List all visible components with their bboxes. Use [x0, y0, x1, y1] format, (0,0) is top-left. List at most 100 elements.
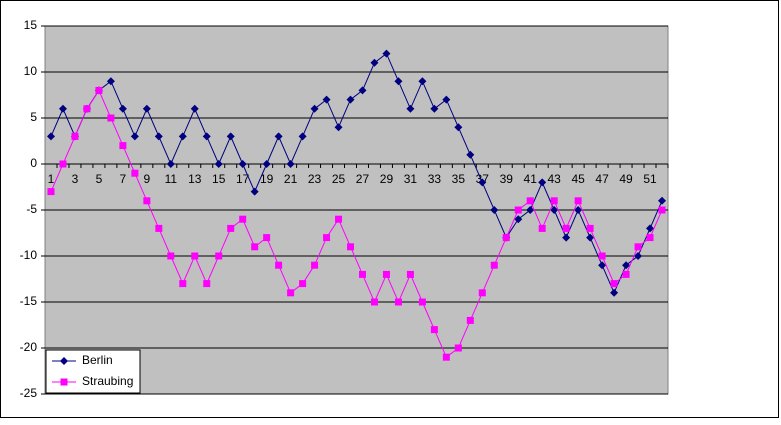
marker: [71, 132, 79, 140]
marker: [526, 206, 535, 214]
marker: [47, 188, 55, 196]
marker: [406, 270, 414, 278]
x-tick-label: 29: [380, 172, 394, 186]
marker: [514, 206, 522, 214]
marker: [418, 77, 427, 86]
legend: [45, 349, 141, 394]
marker: [155, 224, 163, 232]
marker: [154, 132, 163, 141]
marker: [310, 104, 319, 113]
marker: [658, 196, 666, 205]
marker: [562, 233, 571, 242]
y-tick-label: 5: [30, 110, 37, 124]
marker: [227, 224, 235, 232]
x-tick-label: 9: [143, 172, 150, 186]
marker: [119, 142, 127, 150]
x-tick-label: 39: [500, 172, 514, 186]
x-tick-label: 11: [165, 172, 178, 186]
marker: [251, 243, 259, 251]
marker: [370, 298, 378, 306]
marker: [550, 197, 558, 205]
marker: [263, 234, 271, 242]
marker: [107, 114, 115, 122]
marker: [143, 197, 151, 205]
marker: [298, 132, 307, 141]
marker: [454, 123, 463, 132]
marker: [250, 187, 259, 196]
marker: [358, 86, 367, 95]
marker: [59, 160, 67, 168]
marker: [466, 150, 475, 159]
x-tick-label: 47: [595, 172, 609, 186]
marker: [490, 261, 498, 269]
marker: [311, 261, 319, 269]
marker: [598, 261, 607, 270]
marker: [406, 104, 415, 113]
marker: [202, 132, 211, 141]
marker: [275, 261, 283, 269]
marker: [58, 104, 67, 113]
marker: [95, 86, 103, 94]
marker: [274, 132, 283, 141]
marker: [634, 243, 642, 251]
marker: [538, 224, 546, 232]
marker: [322, 95, 331, 104]
marker: [191, 252, 199, 260]
legend-label: Straubing: [82, 374, 133, 388]
y-tick-label: -25: [20, 386, 38, 400]
marker: [562, 224, 570, 232]
x-tick-label: 45: [571, 172, 585, 186]
x-tick-label: 23: [308, 172, 322, 186]
x-tick-label: 19: [260, 172, 274, 186]
y-tick-label: -20: [20, 340, 38, 354]
marker: [526, 197, 534, 205]
marker: [334, 123, 343, 132]
marker: [610, 280, 618, 288]
marker: [394, 298, 402, 306]
marker: [286, 160, 295, 168]
marker: [658, 206, 666, 214]
marker: [347, 243, 355, 251]
marker: [442, 353, 450, 361]
marker: [238, 160, 247, 168]
marker: [586, 224, 594, 232]
marker: [478, 178, 487, 187]
marker: [478, 289, 486, 297]
x-tick-label: 35: [452, 172, 466, 186]
marker: [394, 77, 403, 86]
x-tick-label: 13: [188, 172, 202, 186]
x-tick-label: 51: [643, 172, 657, 186]
series-line: [50, 89, 663, 358]
marker: [335, 215, 343, 223]
marker: [299, 280, 307, 288]
x-tick-label: 5: [96, 172, 103, 186]
marker: [382, 49, 391, 58]
y-tick-label: -5: [26, 202, 37, 216]
x-tick-label: 3: [72, 172, 79, 186]
marker: [358, 270, 366, 278]
marker: [598, 252, 606, 260]
marker: [346, 95, 355, 104]
marker: [502, 234, 510, 242]
marker: [646, 224, 655, 233]
marker: [118, 104, 127, 113]
x-tick-label: 43: [547, 172, 561, 186]
marker: [634, 252, 643, 260]
marker: [203, 280, 211, 288]
marker: [466, 316, 474, 324]
marker: [382, 270, 390, 278]
legend-label: Berlin: [82, 353, 113, 367]
marker: [214, 160, 223, 168]
marker: [538, 178, 547, 187]
marker: [442, 95, 451, 104]
marker: [130, 132, 139, 141]
x-tick-label: 21: [284, 172, 298, 186]
x-tick-label: 25: [332, 172, 346, 186]
y-tick-label: 10: [24, 64, 38, 78]
marker: [646, 234, 654, 242]
x-tick-label: 15: [212, 172, 226, 186]
marker: [490, 206, 499, 214]
marker: [514, 215, 523, 224]
x-tick-label: 1: [48, 172, 55, 186]
